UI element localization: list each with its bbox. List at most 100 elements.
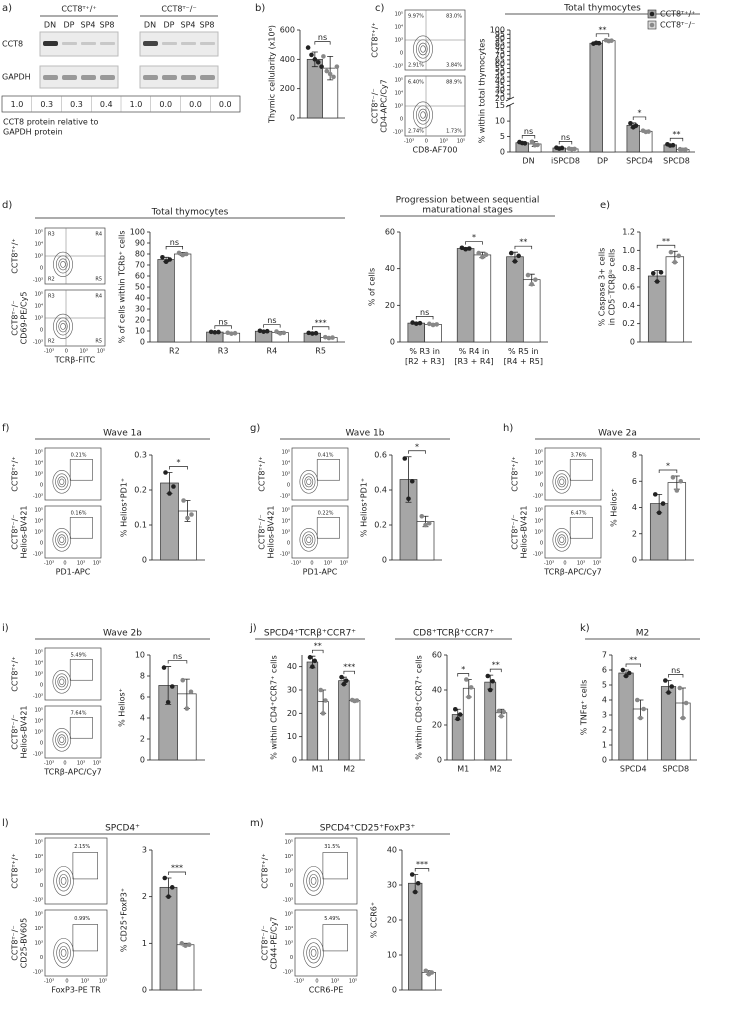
flow-y-label: Helios-BV421 — [267, 505, 276, 558]
flow-plot — [44, 647, 102, 701]
contour — [306, 942, 321, 964]
data-point — [654, 279, 660, 284]
significance-label: ** — [662, 237, 670, 246]
gate-label: 0.21% — [71, 452, 87, 458]
quant-label: GAPDH protein — [3, 128, 63, 137]
y-tick-label: 1.0 — [622, 246, 635, 255]
data-point — [315, 59, 321, 65]
contour — [57, 476, 67, 488]
flow-y-tick: 10⁴ — [35, 854, 43, 860]
contour — [56, 870, 71, 892]
flow-plot — [544, 505, 602, 559]
flow-y-tick: 10⁴ — [35, 242, 43, 248]
y-tick-label: 70 — [135, 261, 145, 270]
data-point — [669, 684, 675, 689]
data-point — [626, 670, 632, 676]
y-tick-label: 10 — [135, 651, 145, 660]
y-tick-label: 2 — [140, 735, 145, 744]
y-tick-label: 0 — [140, 338, 145, 347]
panel-label: i) — [2, 623, 9, 634]
data-point — [663, 678, 668, 683]
contour — [303, 866, 324, 896]
significance-label: *** — [343, 663, 355, 672]
data-point — [184, 706, 190, 711]
data-point — [459, 245, 465, 251]
significance-bracket — [595, 33, 610, 37]
flow-y-tick: 10⁵ — [35, 230, 43, 236]
flow-y-tick: 10⁴ — [35, 661, 43, 667]
bar — [522, 279, 541, 343]
flow-y-tick: 10³ — [35, 869, 43, 875]
flow-y-tick: -10³ — [280, 494, 290, 500]
y-axis-label: % TNFα⁺ cells — [580, 680, 589, 736]
y-tick-label: 0.2 — [134, 486, 147, 495]
flow-plot — [294, 909, 358, 977]
data-point — [163, 470, 168, 475]
legend-marker — [649, 22, 655, 28]
lane-label: DN — [144, 21, 156, 30]
data-point — [434, 322, 440, 327]
significance-label: * — [666, 462, 670, 471]
flow-y-tick: 10⁴ — [35, 519, 43, 525]
data-point — [406, 496, 411, 502]
flow-y-tick: 10³ — [285, 941, 293, 947]
y-tick-label: 2 — [602, 726, 607, 735]
genotype-label: CCT8ᵀ⁺/⁺ — [371, 22, 380, 57]
flow-x-tick: 10³ — [331, 979, 339, 985]
gate-label: 3.84% — [446, 63, 462, 69]
y-tick-label: 20 — [495, 94, 505, 103]
bar — [602, 40, 616, 153]
y-tick-label: 60 — [432, 651, 442, 660]
data-point — [167, 491, 172, 496]
band — [81, 42, 96, 45]
data-point — [652, 492, 658, 497]
gate-label: R2 — [48, 277, 55, 283]
gate — [72, 924, 99, 952]
y-tick-label: 40 — [495, 77, 505, 86]
data-point — [305, 45, 311, 50]
break-mark — [505, 102, 515, 108]
data-point — [225, 330, 231, 336]
significance-label: ** — [519, 238, 527, 247]
contour — [53, 938, 74, 968]
data-point — [320, 711, 326, 716]
contour — [60, 876, 67, 885]
significance-label: ns — [170, 238, 179, 247]
data-point — [412, 889, 418, 895]
x-tick-label: R5 — [315, 347, 326, 356]
quant-value: 0.3 — [70, 100, 83, 109]
significance-bracket — [168, 871, 186, 875]
y-tick-label: 25 — [495, 90, 505, 99]
gate-label: 2.74% — [408, 129, 424, 135]
gate-label: 0.22% — [318, 510, 334, 516]
contour — [52, 528, 72, 552]
y-tick-label: 0.4 — [374, 486, 387, 495]
y-tick-label: 95 — [495, 30, 505, 39]
flow-x-tick: 0 — [65, 979, 68, 985]
y-tick-label: 6 — [632, 477, 637, 486]
band — [100, 42, 115, 45]
flow-y-tick: 10³ — [35, 530, 43, 536]
y-tick-label: 0.6 — [622, 283, 635, 292]
flow-x-tick: 0 — [310, 561, 313, 567]
significance-bracket — [558, 141, 573, 145]
data-point — [676, 253, 682, 259]
y-tick-label: 2 — [632, 529, 637, 538]
data-point — [409, 872, 415, 877]
data-point — [306, 330, 311, 336]
data-point — [354, 698, 360, 703]
significance-bracket — [314, 41, 331, 45]
significance-label: ns — [318, 33, 327, 42]
contour — [60, 261, 66, 268]
flow-y-tick: 10⁵ — [35, 912, 43, 918]
data-point — [426, 520, 432, 526]
chart-title: Wave 2b — [103, 629, 142, 639]
data-point — [183, 943, 188, 948]
y-tick-label: 10 — [135, 327, 145, 336]
data-point — [628, 120, 633, 126]
y-tick-label: 0 — [602, 756, 607, 765]
data-point — [683, 700, 689, 706]
data-point — [490, 678, 495, 684]
data-point — [274, 329, 279, 334]
significance-bracket — [514, 245, 533, 250]
